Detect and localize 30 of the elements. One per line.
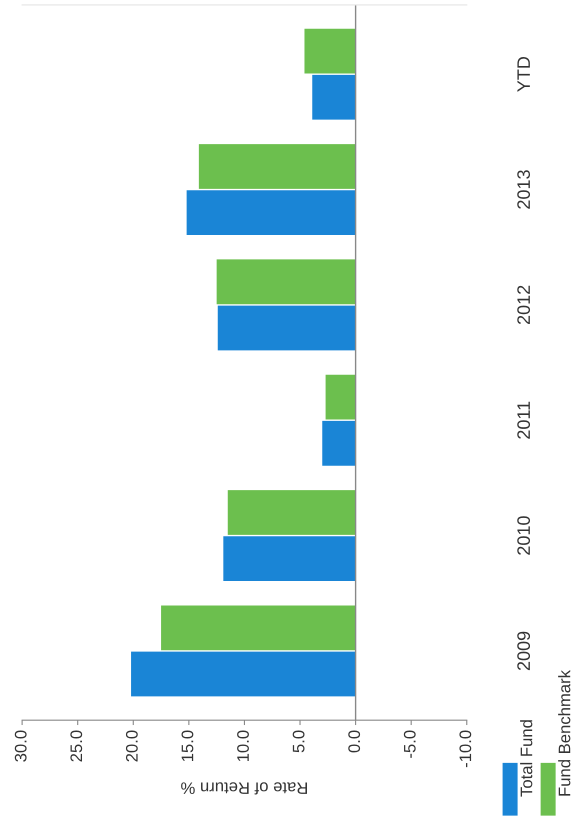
- bar: [186, 190, 356, 235]
- bar: [304, 28, 356, 74]
- x-tick-label: 20.0: [126, 730, 138, 762]
- bar: [198, 144, 356, 189]
- bar: [161, 606, 356, 650]
- x-tick-label: 5.0: [292, 730, 304, 752]
- x-tick-label: 30.0: [14, 730, 27, 762]
- bar: [216, 259, 356, 304]
- x-axis-title: Rate of Return %: [181, 782, 307, 795]
- bar: [326, 374, 356, 420]
- x-tick-label: 25.0: [70, 730, 82, 762]
- bar: [228, 490, 356, 535]
- y-tick-label: 2012: [517, 286, 530, 324]
- text: Fund Benchmark: [558, 670, 570, 796]
- bar: [322, 420, 356, 466]
- bar: [223, 536, 356, 582]
- y-tick-label: YTD: [517, 56, 530, 92]
- x-tick-label: 15.0: [182, 730, 194, 762]
- y-tick-label: 2009: [517, 632, 530, 670]
- x-tick-label: -5.0: [404, 730, 416, 758]
- bar: [131, 652, 356, 696]
- y-tick-label: 2010: [517, 516, 530, 555]
- x-tick-label: 10.0: [237, 730, 249, 762]
- text: Total Fund: [520, 720, 532, 797]
- x-tick-label: 0.0: [348, 730, 360, 752]
- x-tick-label: -10.0: [459, 730, 472, 768]
- bar: [218, 306, 356, 350]
- y-tick-label: 2013: [517, 170, 530, 209]
- y-tick-label: 2011: [517, 402, 530, 439]
- bar: [312, 74, 356, 120]
